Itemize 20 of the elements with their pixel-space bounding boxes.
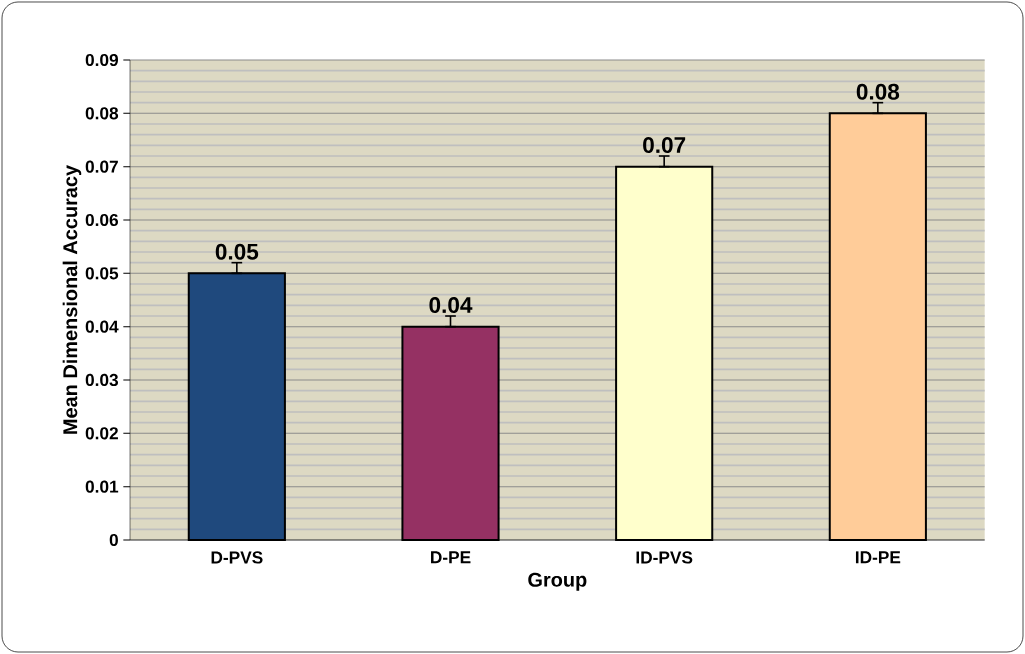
x-axis-title: Group xyxy=(528,572,587,591)
x-tick-label: ID-PVS xyxy=(636,551,693,564)
y-tick-label: 0.02 xyxy=(85,427,118,440)
y-tick-label: 0.05 xyxy=(85,267,119,280)
y-tick-label: 0 xyxy=(109,533,118,547)
x-tick-label: D-PE xyxy=(431,551,471,564)
data-label: 0.05 xyxy=(215,243,259,260)
y-tick-label: 0.09 xyxy=(85,53,118,67)
data-label: 0.07 xyxy=(643,137,686,154)
x-tick-label: ID-PE xyxy=(855,551,901,564)
y-tick-label: 0.03 xyxy=(85,373,119,387)
y-tick-label: 0.07 xyxy=(85,160,118,173)
x-tick-label: D-PVS xyxy=(211,551,263,564)
y-tick-label: 0.06 xyxy=(85,213,119,227)
y-tick-label: 0.04 xyxy=(85,320,119,333)
data-label: 0.04 xyxy=(429,297,473,314)
data-label: 0.08 xyxy=(856,83,900,100)
y-tick-label: 0.08 xyxy=(85,107,119,120)
y-axis-title: Mean Dimensional Accuracy xyxy=(62,165,82,434)
y-tick-label: 0.01 xyxy=(85,480,119,493)
